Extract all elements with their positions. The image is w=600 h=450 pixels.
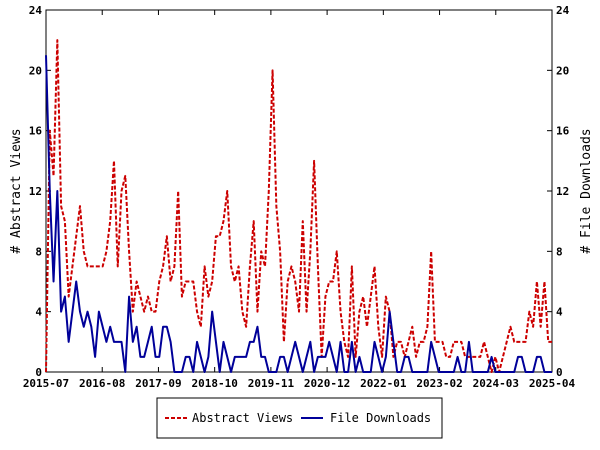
x-tick-label: 2023-02 bbox=[416, 377, 462, 390]
legend: Abstract Views File Downloads bbox=[156, 397, 443, 439]
y-tick-label-left: 8 bbox=[35, 245, 42, 258]
y-tick-label-left: 24 bbox=[29, 4, 43, 17]
y-tick-label-left: 0 bbox=[35, 366, 42, 379]
y-tick-label-left: 4 bbox=[35, 306, 42, 319]
y-tick-label-left: 20 bbox=[29, 64, 42, 77]
x-tick-label: 2016-08 bbox=[79, 377, 125, 390]
x-tick-label: 2019-11 bbox=[248, 377, 295, 390]
y-axis-title-right: # File Downloads bbox=[579, 128, 594, 253]
y-tick-label-left: 12 bbox=[29, 185, 42, 198]
legend-label-abstract-views: Abstract Views bbox=[192, 411, 293, 425]
series-layer bbox=[45, 39, 552, 373]
x-tick-label: 2018-10 bbox=[191, 377, 237, 390]
legend-box bbox=[156, 397, 443, 439]
x-tick-label: 2017-09 bbox=[135, 377, 181, 390]
y-tick-label-right: 4 bbox=[556, 306, 563, 319]
y-axes: 0 0 4 4 8 8 12 12 16 16 20 20 24 24 bbox=[29, 4, 570, 379]
x-tick-label: 2024-03 bbox=[473, 377, 519, 390]
x-tick-label: 2022-01 bbox=[360, 377, 407, 390]
y-tick-label-right: 16 bbox=[556, 125, 570, 138]
x-axis: 2015-07 2016-08 2017-09 2018-10 2019-11 2020-… bbox=[23, 10, 576, 390]
legend-label-file-downloads: File Downloads bbox=[330, 411, 431, 425]
x-tick-label: 2020-12 bbox=[304, 377, 350, 390]
series-line-file-downloads bbox=[45, 55, 552, 373]
y-tick-label-right: 8 bbox=[556, 245, 563, 258]
x-tick-label: 2015-07 bbox=[23, 377, 69, 390]
x-tick-label: 2025-04 bbox=[529, 377, 576, 390]
y-tick-label-right: 0 bbox=[556, 366, 563, 379]
y-tick-label-right: 20 bbox=[556, 64, 569, 77]
y-axis-title-left: # Abstract Views bbox=[9, 128, 24, 253]
y-tick-label-right: 24 bbox=[556, 4, 570, 17]
y-tick-label-left: 16 bbox=[29, 125, 43, 138]
y-tick-label-right: 12 bbox=[556, 185, 569, 198]
